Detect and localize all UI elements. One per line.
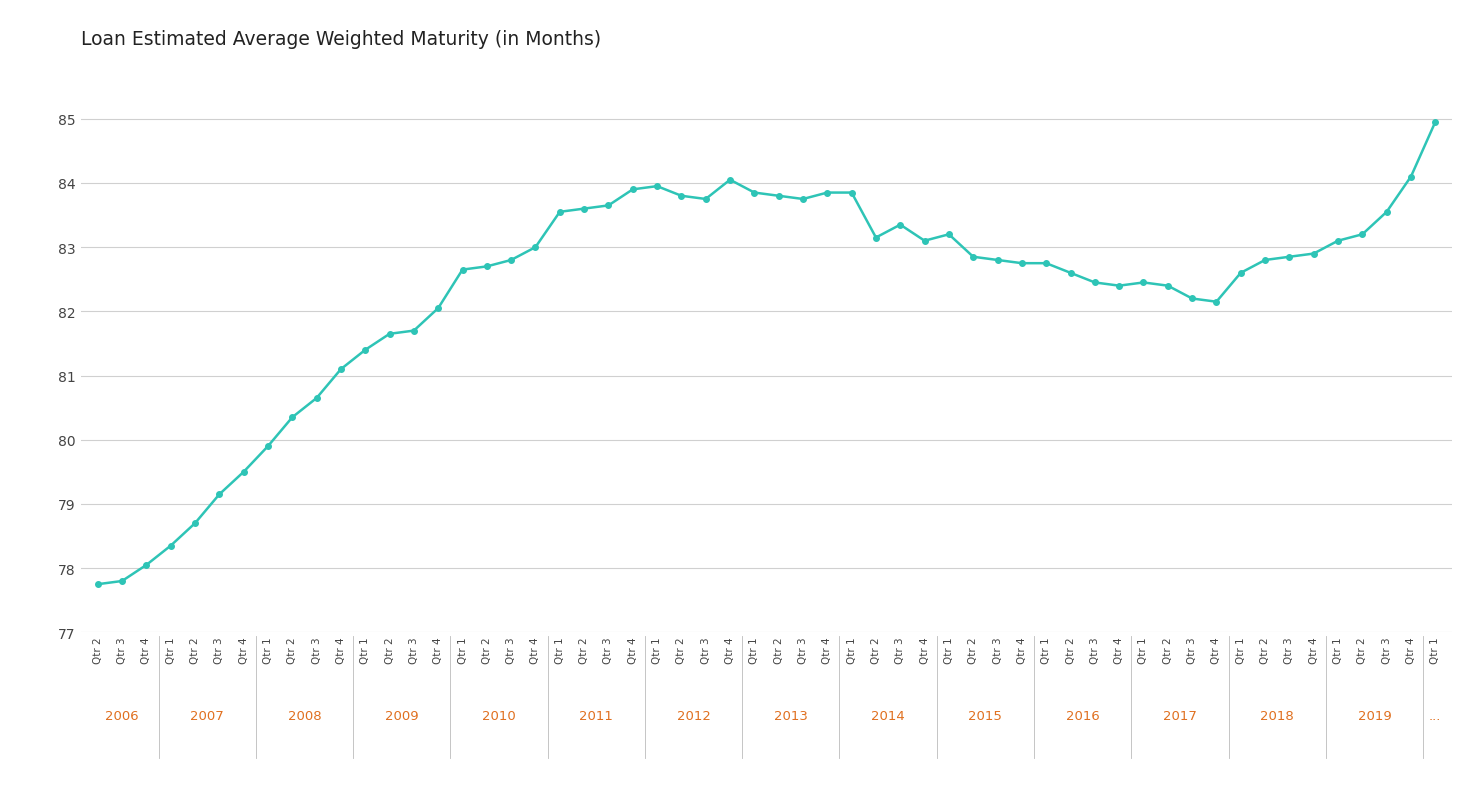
Text: 2010: 2010 [483,710,516,723]
Text: ...: ... [1429,710,1442,723]
Text: 2016: 2016 [1067,710,1100,723]
Text: 2012: 2012 [676,710,710,723]
Text: 2007: 2007 [191,710,224,723]
Text: 2014: 2014 [871,710,905,723]
Text: 2009: 2009 [384,710,418,723]
Text: 2015: 2015 [968,710,1002,723]
Text: 2017: 2017 [1163,710,1197,723]
Text: 2018: 2018 [1260,710,1294,723]
Text: 2008: 2008 [288,710,321,723]
Text: 2006: 2006 [106,710,139,723]
Text: 2019: 2019 [1357,710,1391,723]
Text: Loan Estimated Average Weighted Maturity (in Months): Loan Estimated Average Weighted Maturity… [81,30,601,49]
Text: 2013: 2013 [775,710,808,723]
Text: 2011: 2011 [579,710,613,723]
